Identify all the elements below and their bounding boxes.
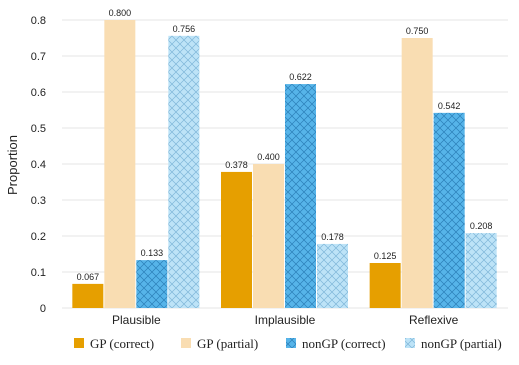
bar-hatch xyxy=(465,233,497,308)
data-label: 0.542 xyxy=(438,101,461,111)
x-tick-label: Implausible xyxy=(255,313,316,327)
legend-swatch xyxy=(181,338,191,348)
bar-hatch xyxy=(136,260,168,308)
y-tick-label: 0.8 xyxy=(31,15,46,27)
legend-swatch-hatch xyxy=(405,338,415,348)
y-tick-label: 0 xyxy=(40,303,46,315)
legend: GP (correct) GP (partial) nonGP (correct) n… xyxy=(74,336,502,351)
data-label: 0.378 xyxy=(225,160,248,170)
y-tick-label: 0.7 xyxy=(31,51,46,63)
x-tick-label: Reflexive xyxy=(409,313,459,327)
bars xyxy=(72,20,497,309)
data-label: 0.178 xyxy=(321,232,344,242)
data-label: 0.067 xyxy=(77,272,100,282)
bar xyxy=(104,20,136,308)
bar-hatch xyxy=(317,243,348,308)
legend-label: nonGP (correct) xyxy=(302,336,386,351)
y-tick-label: 0.4 xyxy=(31,159,46,171)
data-label: 0.800 xyxy=(109,8,132,18)
legend-swatch xyxy=(74,338,84,348)
data-label: 0.133 xyxy=(141,248,164,258)
bar xyxy=(221,171,252,308)
data-label: 0.125 xyxy=(374,251,397,261)
y-tick-label: 0.1 xyxy=(31,267,46,279)
y-tick-label: 0.2 xyxy=(31,231,46,243)
data-label: 0.756 xyxy=(173,24,196,34)
data-label: 0.750 xyxy=(406,26,429,36)
bar xyxy=(401,38,433,308)
x-tick-label: Plausible xyxy=(112,313,161,327)
data-label: 0.400 xyxy=(257,152,280,162)
legend-label: GP (partial) xyxy=(197,336,258,351)
bar xyxy=(253,164,284,308)
data-labels: 0.067 0.800 0.133 0.756 0.378 0.400 0.622 0.178… xyxy=(77,8,493,282)
bar-hatch xyxy=(168,35,200,309)
x-axis: Plausible Implausible Reflexive xyxy=(112,313,459,327)
data-label: 0.622 xyxy=(289,72,312,82)
y-tick-label: 0.3 xyxy=(31,195,46,207)
bar xyxy=(72,283,104,308)
legend-label: GP (correct) xyxy=(90,336,154,351)
y-axis-title: Proportion xyxy=(5,135,20,195)
bar-hatch xyxy=(285,84,316,308)
y-axis: 0 0.1 0.2 0.3 0.4 0.5 0.6 0.7 0.8 xyxy=(31,15,46,315)
y-tick-label: 0.5 xyxy=(31,123,46,135)
bar-hatch xyxy=(433,112,465,308)
legend-swatch-hatch xyxy=(286,338,296,348)
data-label: 0.208 xyxy=(470,221,493,231)
bar xyxy=(369,263,401,308)
legend-label: nonGP (partial) xyxy=(421,336,502,351)
y-tick-label: 0.6 xyxy=(31,87,46,99)
